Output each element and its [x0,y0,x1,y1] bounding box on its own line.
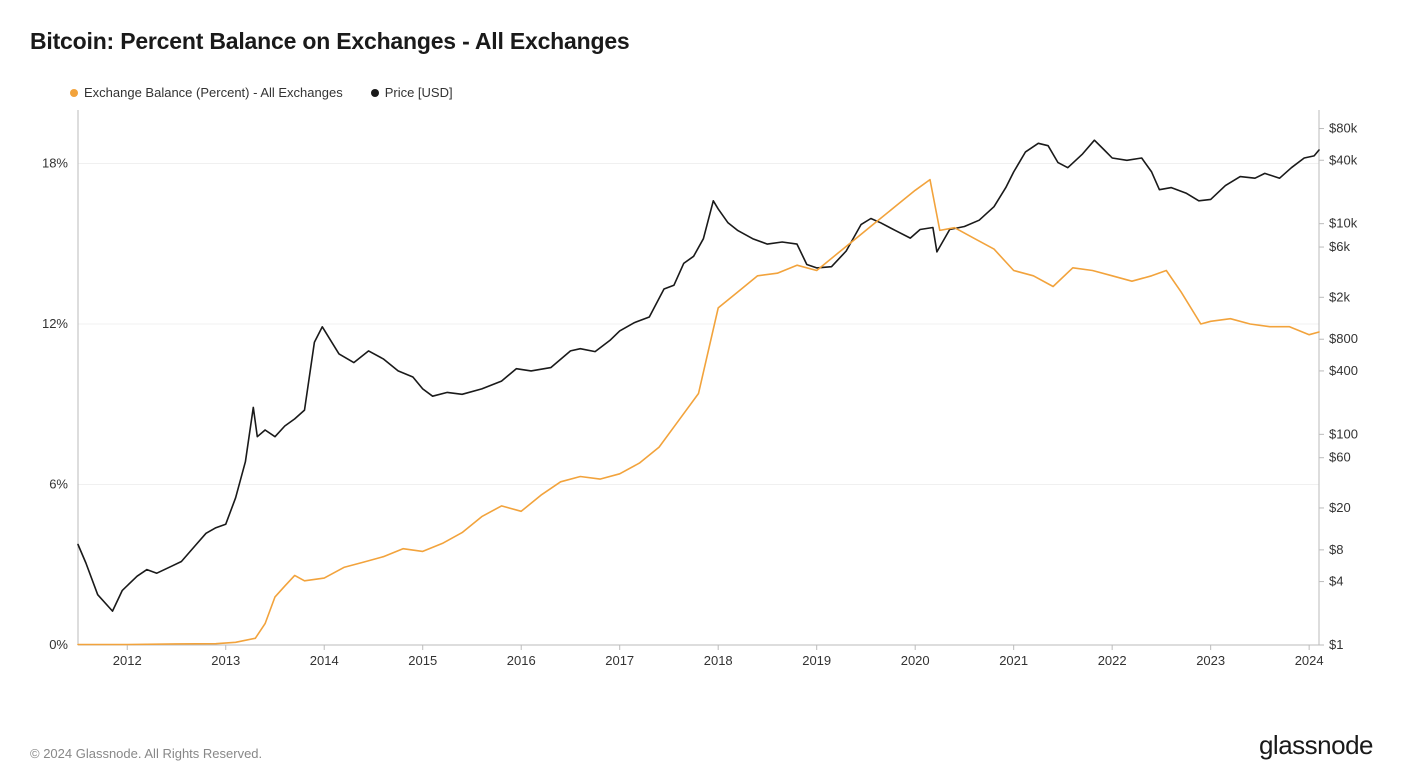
svg-text:2018: 2018 [704,653,733,668]
svg-text:2014: 2014 [310,653,339,668]
svg-text:2015: 2015 [408,653,437,668]
chart-svg: 0% 6% 12% 18% $1 $4 $8 $20 $60 $100 $400 $800 $2k $6k… [30,106,1373,681]
legend-item-price: Price [USD] [371,85,453,100]
svg-text:$8: $8 [1329,542,1343,557]
legend-dot-price [371,89,379,97]
copyright-text: © 2024 Glassnode. All Rights Reserved. [30,746,262,761]
svg-text:$40k: $40k [1329,152,1358,167]
svg-text:2022: 2022 [1098,653,1127,668]
svg-text:2023: 2023 [1196,653,1225,668]
svg-text:12%: 12% [42,316,68,331]
svg-text:$10k: $10k [1329,216,1358,231]
svg-text:$400: $400 [1329,363,1358,378]
legend-label-balance: Exchange Balance (Percent) - All Exchang… [84,85,343,100]
legend-item-balance: Exchange Balance (Percent) - All Exchang… [70,85,343,100]
svg-text:2024: 2024 [1295,653,1324,668]
legend: Exchange Balance (Percent) - All Exchang… [70,85,1373,100]
svg-text:2020: 2020 [901,653,930,668]
svg-text:2017: 2017 [605,653,634,668]
svg-text:0%: 0% [49,637,68,652]
svg-text:$60: $60 [1329,450,1351,465]
svg-text:$100: $100 [1329,426,1358,441]
svg-text:$2k: $2k [1329,289,1350,304]
svg-text:18%: 18% [42,156,68,171]
balance-line [78,180,1319,645]
svg-text:$20: $20 [1329,500,1351,515]
svg-text:2013: 2013 [211,653,240,668]
svg-text:2021: 2021 [999,653,1028,668]
svg-text:$800: $800 [1329,331,1358,346]
legend-label-price: Price [USD] [385,85,453,100]
legend-dot-balance [70,89,78,97]
svg-text:2012: 2012 [113,653,142,668]
price-line [78,140,1319,611]
brand-logo: glassnode [1259,730,1373,761]
svg-text:$4: $4 [1329,574,1343,589]
svg-text:2019: 2019 [802,653,831,668]
svg-text:$80k: $80k [1329,121,1358,136]
svg-text:$6k: $6k [1329,239,1350,254]
svg-text:2016: 2016 [507,653,536,668]
chart-area: 0% 6% 12% 18% $1 $4 $8 $20 $60 $100 $400 $800 $2k $6k… [30,106,1373,681]
chart-title: Bitcoin: Percent Balance on Exchanges - … [30,28,1373,55]
svg-text:$1: $1 [1329,637,1343,652]
svg-text:6%: 6% [49,477,68,492]
